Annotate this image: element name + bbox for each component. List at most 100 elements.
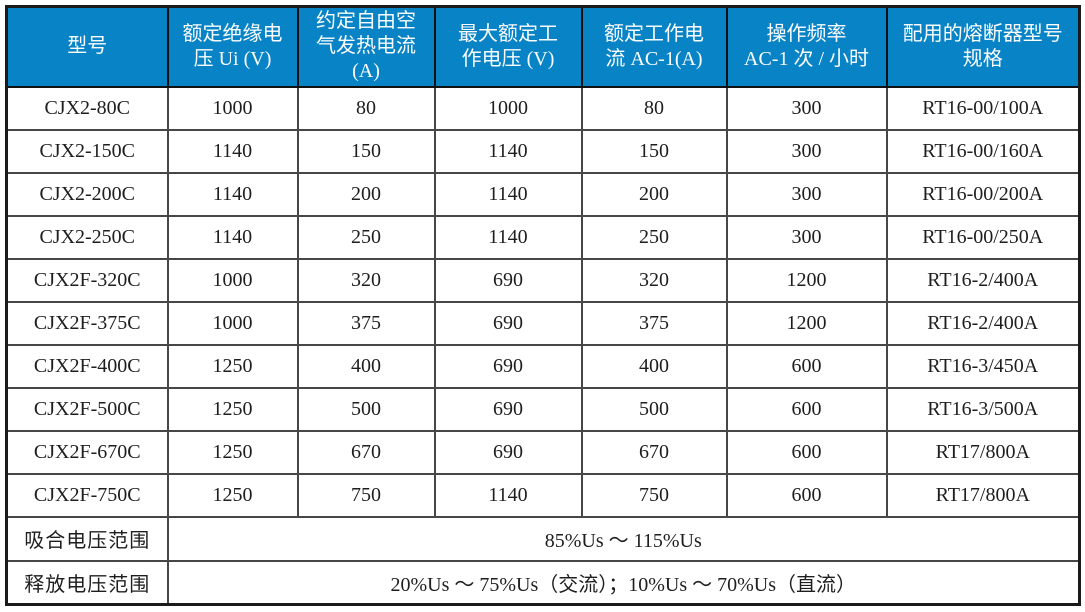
table-row: CJX2F-750C 1250 750 1140 750 600 RT17/800A bbox=[5, 472, 1081, 518]
value-cell: RT17/800A bbox=[885, 429, 1081, 475]
value-cell: 500 bbox=[296, 386, 436, 432]
value-cell: 1140 bbox=[166, 128, 299, 174]
value-cell: 1200 bbox=[725, 257, 888, 303]
spec-table: 型号 额定绝缘电 压 Ui (V) 约定自由空 气发热电流 (A) 最大额定工 作电压… bbox=[5, 5, 1081, 606]
footer-label: 释放电压范围 bbox=[5, 559, 169, 606]
value-cell: 600 bbox=[725, 429, 888, 475]
value-cell: 400 bbox=[296, 343, 436, 389]
value-cell: 375 bbox=[580, 300, 728, 346]
value-cell: 80 bbox=[296, 85, 436, 131]
value-cell: 150 bbox=[580, 128, 728, 174]
table-header: 型号 额定绝缘电 压 Ui (V) 约定自由空 气发热电流 (A) 最大额定工 作电压… bbox=[5, 5, 1081, 88]
table-row: CJX2F-400C 1250 400 690 400 600 RT16-3/450A bbox=[5, 343, 1081, 389]
value-cell: RT16-00/200A bbox=[885, 171, 1081, 217]
table-row: CJX2-250C 1140 250 1140 250 300 RT16-00/250A bbox=[5, 214, 1081, 260]
column-header-4: 最大额定工 作电压 (V) bbox=[433, 5, 583, 88]
value-cell: 1140 bbox=[433, 171, 583, 217]
value-cell: 300 bbox=[725, 128, 888, 174]
column-header-3: 约定自由空 气发热电流 (A) bbox=[296, 5, 436, 88]
model-cell: CJX2-150C bbox=[5, 128, 169, 174]
table-row: CJX2F-670C 1250 670 690 670 600 RT17/800A bbox=[5, 429, 1081, 475]
value-cell: 150 bbox=[296, 128, 436, 174]
value-cell: 600 bbox=[725, 472, 888, 518]
value-cell: RT16-00/250A bbox=[885, 214, 1081, 260]
value-cell: 375 bbox=[296, 300, 436, 346]
value-cell: 1250 bbox=[166, 472, 299, 518]
value-cell: 1000 bbox=[433, 85, 583, 131]
value-cell: 1200 bbox=[725, 300, 888, 346]
table-row: CJX2F-320C 1000 320 690 320 1200 RT16-2/400A bbox=[5, 257, 1081, 303]
value-cell: 690 bbox=[433, 300, 583, 346]
model-cell: CJX2F-670C bbox=[5, 429, 169, 475]
value-cell: 670 bbox=[580, 429, 728, 475]
value-cell: 750 bbox=[580, 472, 728, 518]
value-cell: 1250 bbox=[166, 429, 299, 475]
model-cell: CJX2F-400C bbox=[5, 343, 169, 389]
value-cell: 1140 bbox=[433, 472, 583, 518]
model-cell: CJX2F-500C bbox=[5, 386, 169, 432]
table-row: CJX2-200C 1140 200 1140 200 300 RT16-00/200A bbox=[5, 171, 1081, 217]
model-cell: CJX2F-375C bbox=[5, 300, 169, 346]
value-cell: 300 bbox=[725, 214, 888, 260]
value-cell: 1140 bbox=[166, 171, 299, 217]
value-cell: 670 bbox=[296, 429, 436, 475]
value-cell: 250 bbox=[580, 214, 728, 260]
value-cell: 320 bbox=[580, 257, 728, 303]
column-header-2: 额定绝缘电 压 Ui (V) bbox=[166, 5, 299, 88]
value-cell: 1140 bbox=[166, 214, 299, 260]
model-cell: CJX2-80C bbox=[5, 85, 169, 131]
value-cell: 400 bbox=[580, 343, 728, 389]
table-body: CJX2-80C 1000 80 1000 80 300 RT16-00/100A CJX2-… bbox=[5, 85, 1081, 518]
table-row: CJX2F-375C 1000 375 690 375 1200 RT16-2/400A bbox=[5, 300, 1081, 346]
value-cell: RT16-00/100A bbox=[885, 85, 1081, 131]
value-cell: RT16-3/450A bbox=[885, 343, 1081, 389]
column-header-5: 额定工作电 流 AC-1(A) bbox=[580, 5, 728, 88]
value-cell: RT16-2/400A bbox=[885, 257, 1081, 303]
table-row: CJX2-80C 1000 80 1000 80 300 RT16-00/100A bbox=[5, 85, 1081, 131]
column-header-1: 型号 bbox=[5, 5, 169, 88]
table-row: CJX2F-500C 1250 500 690 500 600 RT16-3/500A bbox=[5, 386, 1081, 432]
value-cell: 690 bbox=[433, 386, 583, 432]
model-cell: CJX2F-750C bbox=[5, 472, 169, 518]
value-cell: 1000 bbox=[166, 300, 299, 346]
table-row: CJX2-150C 1140 150 1140 150 300 RT16-00/160A bbox=[5, 128, 1081, 174]
footer-value: 85%Us ～ 115%Us bbox=[166, 515, 1081, 562]
value-cell: 250 bbox=[296, 214, 436, 260]
value-cell: RT16-2/400A bbox=[885, 300, 1081, 346]
value-cell: 300 bbox=[725, 85, 888, 131]
value-cell: 200 bbox=[296, 171, 436, 217]
value-cell: 200 bbox=[580, 171, 728, 217]
model-cell: CJX2-250C bbox=[5, 214, 169, 260]
value-cell: 1250 bbox=[166, 343, 299, 389]
value-cell: 80 bbox=[580, 85, 728, 131]
value-cell: 600 bbox=[725, 343, 888, 389]
value-cell: 1000 bbox=[166, 257, 299, 303]
value-cell: RT16-3/500A bbox=[885, 386, 1081, 432]
footer-label: 吸合电压范围 bbox=[5, 515, 169, 562]
column-header-6: 操作频率 AC-1 次 / 小时 bbox=[725, 5, 888, 88]
value-cell: 600 bbox=[725, 386, 888, 432]
value-cell: RT16-00/160A bbox=[885, 128, 1081, 174]
column-header-7: 配用的熔断器型号 规格 bbox=[885, 5, 1081, 88]
value-cell: RT17/800A bbox=[885, 472, 1081, 518]
value-cell: 300 bbox=[725, 171, 888, 217]
contactor-spec-table: 型号 额定绝缘电 压 Ui (V) 约定自由空 气发热电流 (A) 最大额定工 作电压… bbox=[5, 5, 1081, 606]
value-cell: 1250 bbox=[166, 386, 299, 432]
model-cell: CJX2-200C bbox=[5, 171, 169, 217]
table-footer: 吸合电压范围 85%Us ～ 115%Us 释放电压范围 20%Us ～ 75%Us（… bbox=[5, 515, 1081, 606]
value-cell: 1140 bbox=[433, 128, 583, 174]
footer-row: 吸合电压范围 85%Us ～ 115%Us bbox=[5, 515, 1081, 562]
footer-row: 释放电压范围 20%Us ～ 75%Us（交流）；10%Us ～ 70%Us（直流… bbox=[5, 559, 1081, 606]
value-cell: 320 bbox=[296, 257, 436, 303]
value-cell: 1000 bbox=[166, 85, 299, 131]
footer-value: 20%Us ～ 75%Us（交流）；10%Us ～ 70%Us（直流） bbox=[166, 559, 1081, 606]
header-row: 型号 额定绝缘电 压 Ui (V) 约定自由空 气发热电流 (A) 最大额定工 作电压… bbox=[5, 5, 1081, 88]
value-cell: 750 bbox=[296, 472, 436, 518]
value-cell: 690 bbox=[433, 429, 583, 475]
value-cell: 690 bbox=[433, 343, 583, 389]
value-cell: 690 bbox=[433, 257, 583, 303]
value-cell: 1140 bbox=[433, 214, 583, 260]
value-cell: 500 bbox=[580, 386, 728, 432]
model-cell: CJX2F-320C bbox=[5, 257, 169, 303]
